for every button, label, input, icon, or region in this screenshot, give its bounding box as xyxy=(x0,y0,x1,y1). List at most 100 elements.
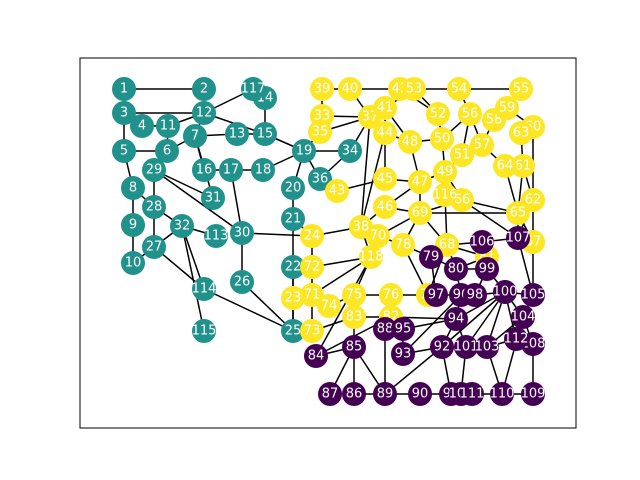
node-93: 93 xyxy=(391,342,415,366)
node-label: 34 xyxy=(342,144,359,159)
node-label: 12 xyxy=(196,106,213,121)
node-56: 56 xyxy=(458,102,482,126)
node-49: 49 xyxy=(433,160,457,184)
node-label: 65 xyxy=(510,206,527,221)
node-43: 43 xyxy=(325,179,349,203)
node-circle xyxy=(112,77,136,101)
node-circle xyxy=(281,286,305,310)
node-label: 5 xyxy=(120,144,128,159)
node-label: 52 xyxy=(430,107,447,122)
node-label: 23 xyxy=(285,291,302,306)
node-24: 24 xyxy=(300,224,324,248)
node-8: 8 xyxy=(121,176,145,200)
node-109: 109 xyxy=(521,382,545,406)
node-label: 76 xyxy=(383,288,400,303)
node-44: 44 xyxy=(373,121,397,145)
node-label: 101 xyxy=(454,340,479,355)
node-circle xyxy=(342,382,366,406)
node-circle xyxy=(304,344,328,368)
node-circle xyxy=(338,139,362,163)
node-label: 32 xyxy=(174,219,191,234)
node-circle xyxy=(424,283,448,307)
node-label: 61 xyxy=(515,159,532,174)
node-9: 9 xyxy=(121,213,145,237)
node-circle xyxy=(391,233,415,257)
node-74: 74 xyxy=(317,294,341,318)
node-label: 115 xyxy=(192,324,217,339)
node-label: 24 xyxy=(304,229,321,244)
node-circle xyxy=(230,270,254,294)
node-28: 28 xyxy=(142,195,166,219)
node-63: 63 xyxy=(509,121,533,145)
node-69: 69 xyxy=(408,201,432,225)
node-label: 62 xyxy=(525,193,542,208)
edge-84-118 xyxy=(315,256,372,357)
node-label: 78 xyxy=(395,238,412,253)
node-label: 22 xyxy=(285,260,302,275)
node-label: 30 xyxy=(234,226,251,241)
node-circle xyxy=(130,114,154,138)
node-34: 34 xyxy=(338,139,362,163)
node-label: 104 xyxy=(511,310,536,325)
node-circle xyxy=(121,251,145,275)
node-circle xyxy=(373,195,397,219)
node-27: 27 xyxy=(142,235,166,259)
node-57: 57 xyxy=(470,133,494,157)
node-label: 59 xyxy=(499,101,516,116)
node-label: 37 xyxy=(362,110,379,125)
node-92: 92 xyxy=(430,335,454,359)
node-label: 57 xyxy=(474,138,491,153)
node-circle xyxy=(426,102,450,126)
node-86: 86 xyxy=(342,382,366,406)
node-20: 20 xyxy=(281,176,305,200)
node-54: 54 xyxy=(447,77,471,101)
node-circle xyxy=(391,317,415,341)
node-53: 53 xyxy=(402,77,426,101)
node-label: 36 xyxy=(312,172,329,187)
node-circle xyxy=(493,280,517,304)
plot-frame xyxy=(79,57,577,429)
node-circle xyxy=(359,245,383,269)
node-circle xyxy=(192,77,216,101)
node-32: 32 xyxy=(170,214,194,238)
edge-92-100 xyxy=(441,291,506,348)
node-6: 6 xyxy=(155,139,179,163)
node-label: 38 xyxy=(353,220,370,235)
node-55: 55 xyxy=(509,77,533,101)
node-label: 2 xyxy=(200,82,208,97)
node-label: 50 xyxy=(434,132,451,147)
node-label: 11 xyxy=(160,119,177,134)
node-label: 17 xyxy=(223,163,240,178)
node-label: 86 xyxy=(346,387,363,402)
node-circle xyxy=(470,230,494,254)
node-circle xyxy=(170,214,194,238)
node-label: 55 xyxy=(513,82,530,97)
node-circle xyxy=(419,245,443,269)
node-99: 99 xyxy=(475,257,499,281)
node-circle xyxy=(342,283,366,307)
node-label: 98 xyxy=(467,288,484,303)
node-label: 118 xyxy=(359,250,384,265)
edge-44-38 xyxy=(360,132,386,228)
node-41: 41 xyxy=(373,96,397,120)
node-circle xyxy=(391,342,415,366)
node-label: 66 xyxy=(454,193,471,208)
node-circle xyxy=(475,257,499,281)
node-circle xyxy=(338,77,362,101)
node-98: 98 xyxy=(463,283,487,307)
node-label: 94 xyxy=(448,312,465,327)
node-circle xyxy=(402,77,426,101)
node-circle xyxy=(366,224,390,248)
node-75: 75 xyxy=(342,283,366,307)
node-label: 114 xyxy=(192,282,217,297)
edge-29-30 xyxy=(153,169,243,234)
node-circle xyxy=(308,120,332,144)
node-46: 46 xyxy=(373,195,397,219)
node-circle xyxy=(156,114,180,138)
node-17: 17 xyxy=(219,158,243,182)
node-106: 106 xyxy=(470,230,495,254)
node-label: 106 xyxy=(470,235,495,250)
node-label: 40 xyxy=(342,82,359,97)
node-circle xyxy=(495,96,519,120)
node-label: 75 xyxy=(346,288,363,303)
